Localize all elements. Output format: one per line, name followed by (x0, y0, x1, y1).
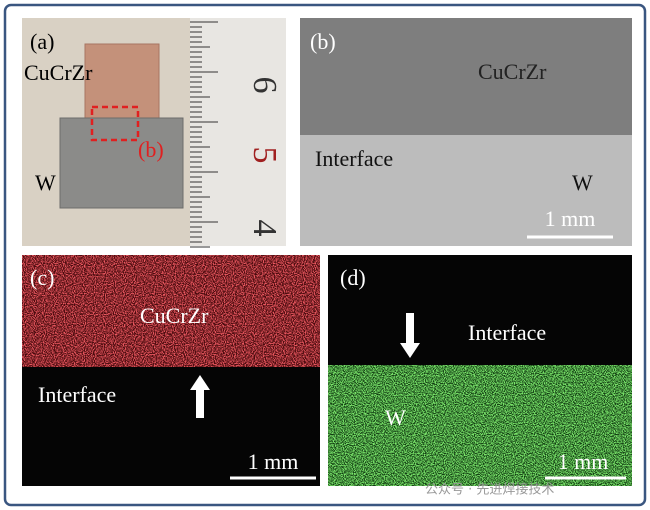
material-label: W (35, 170, 56, 195)
scale-label: 1 mm (248, 449, 299, 474)
material-label: CuCrZr (24, 60, 93, 85)
scale-label: 1 mm (558, 449, 609, 474)
map-noise (328, 365, 632, 486)
interface-label: Interface (315, 146, 393, 171)
panel-label: (d) (340, 265, 366, 290)
sem-bottom (300, 135, 632, 246)
region-marker (90, 105, 140, 142)
copper-plate (84, 43, 160, 127)
map-noise (22, 255, 320, 367)
interface-label: Interface (468, 320, 546, 345)
panel-a: (a) CuCrZr W (b) 6 5 4 (22, 18, 286, 248)
panel-b: (b) CuCrZr Interface W 1 mm (300, 18, 632, 246)
arrow (400, 313, 420, 358)
material-label: W (572, 170, 593, 195)
ruler (190, 18, 286, 246)
panel-label: (c) (30, 265, 54, 290)
panel-label: (b) (310, 29, 336, 54)
panel-d: (d) Interface W 1 mm (328, 255, 632, 486)
ruler-label: 5 (246, 147, 283, 164)
panel-label: (a) (30, 29, 54, 54)
watermark: 公众号 · 先进焊接技术 (425, 482, 554, 498)
sem-top (300, 18, 632, 135)
map-bottom (22, 367, 320, 486)
tungsten-plate (59, 117, 184, 209)
scale-label: 1 mm (545, 206, 596, 231)
panel-c: (c) CuCrZr Interface 1 mm (22, 255, 320, 486)
material-label: CuCrZr (140, 303, 209, 328)
interface-label: Interface (38, 382, 116, 407)
arrow (190, 375, 210, 418)
marker-label: (b) (138, 137, 164, 162)
ruler-label: 6 (246, 77, 283, 94)
material-label: CuCrZr (478, 59, 547, 84)
map-top (328, 255, 632, 365)
ruler-label: 4 (246, 220, 283, 237)
material-label: W (385, 405, 406, 430)
